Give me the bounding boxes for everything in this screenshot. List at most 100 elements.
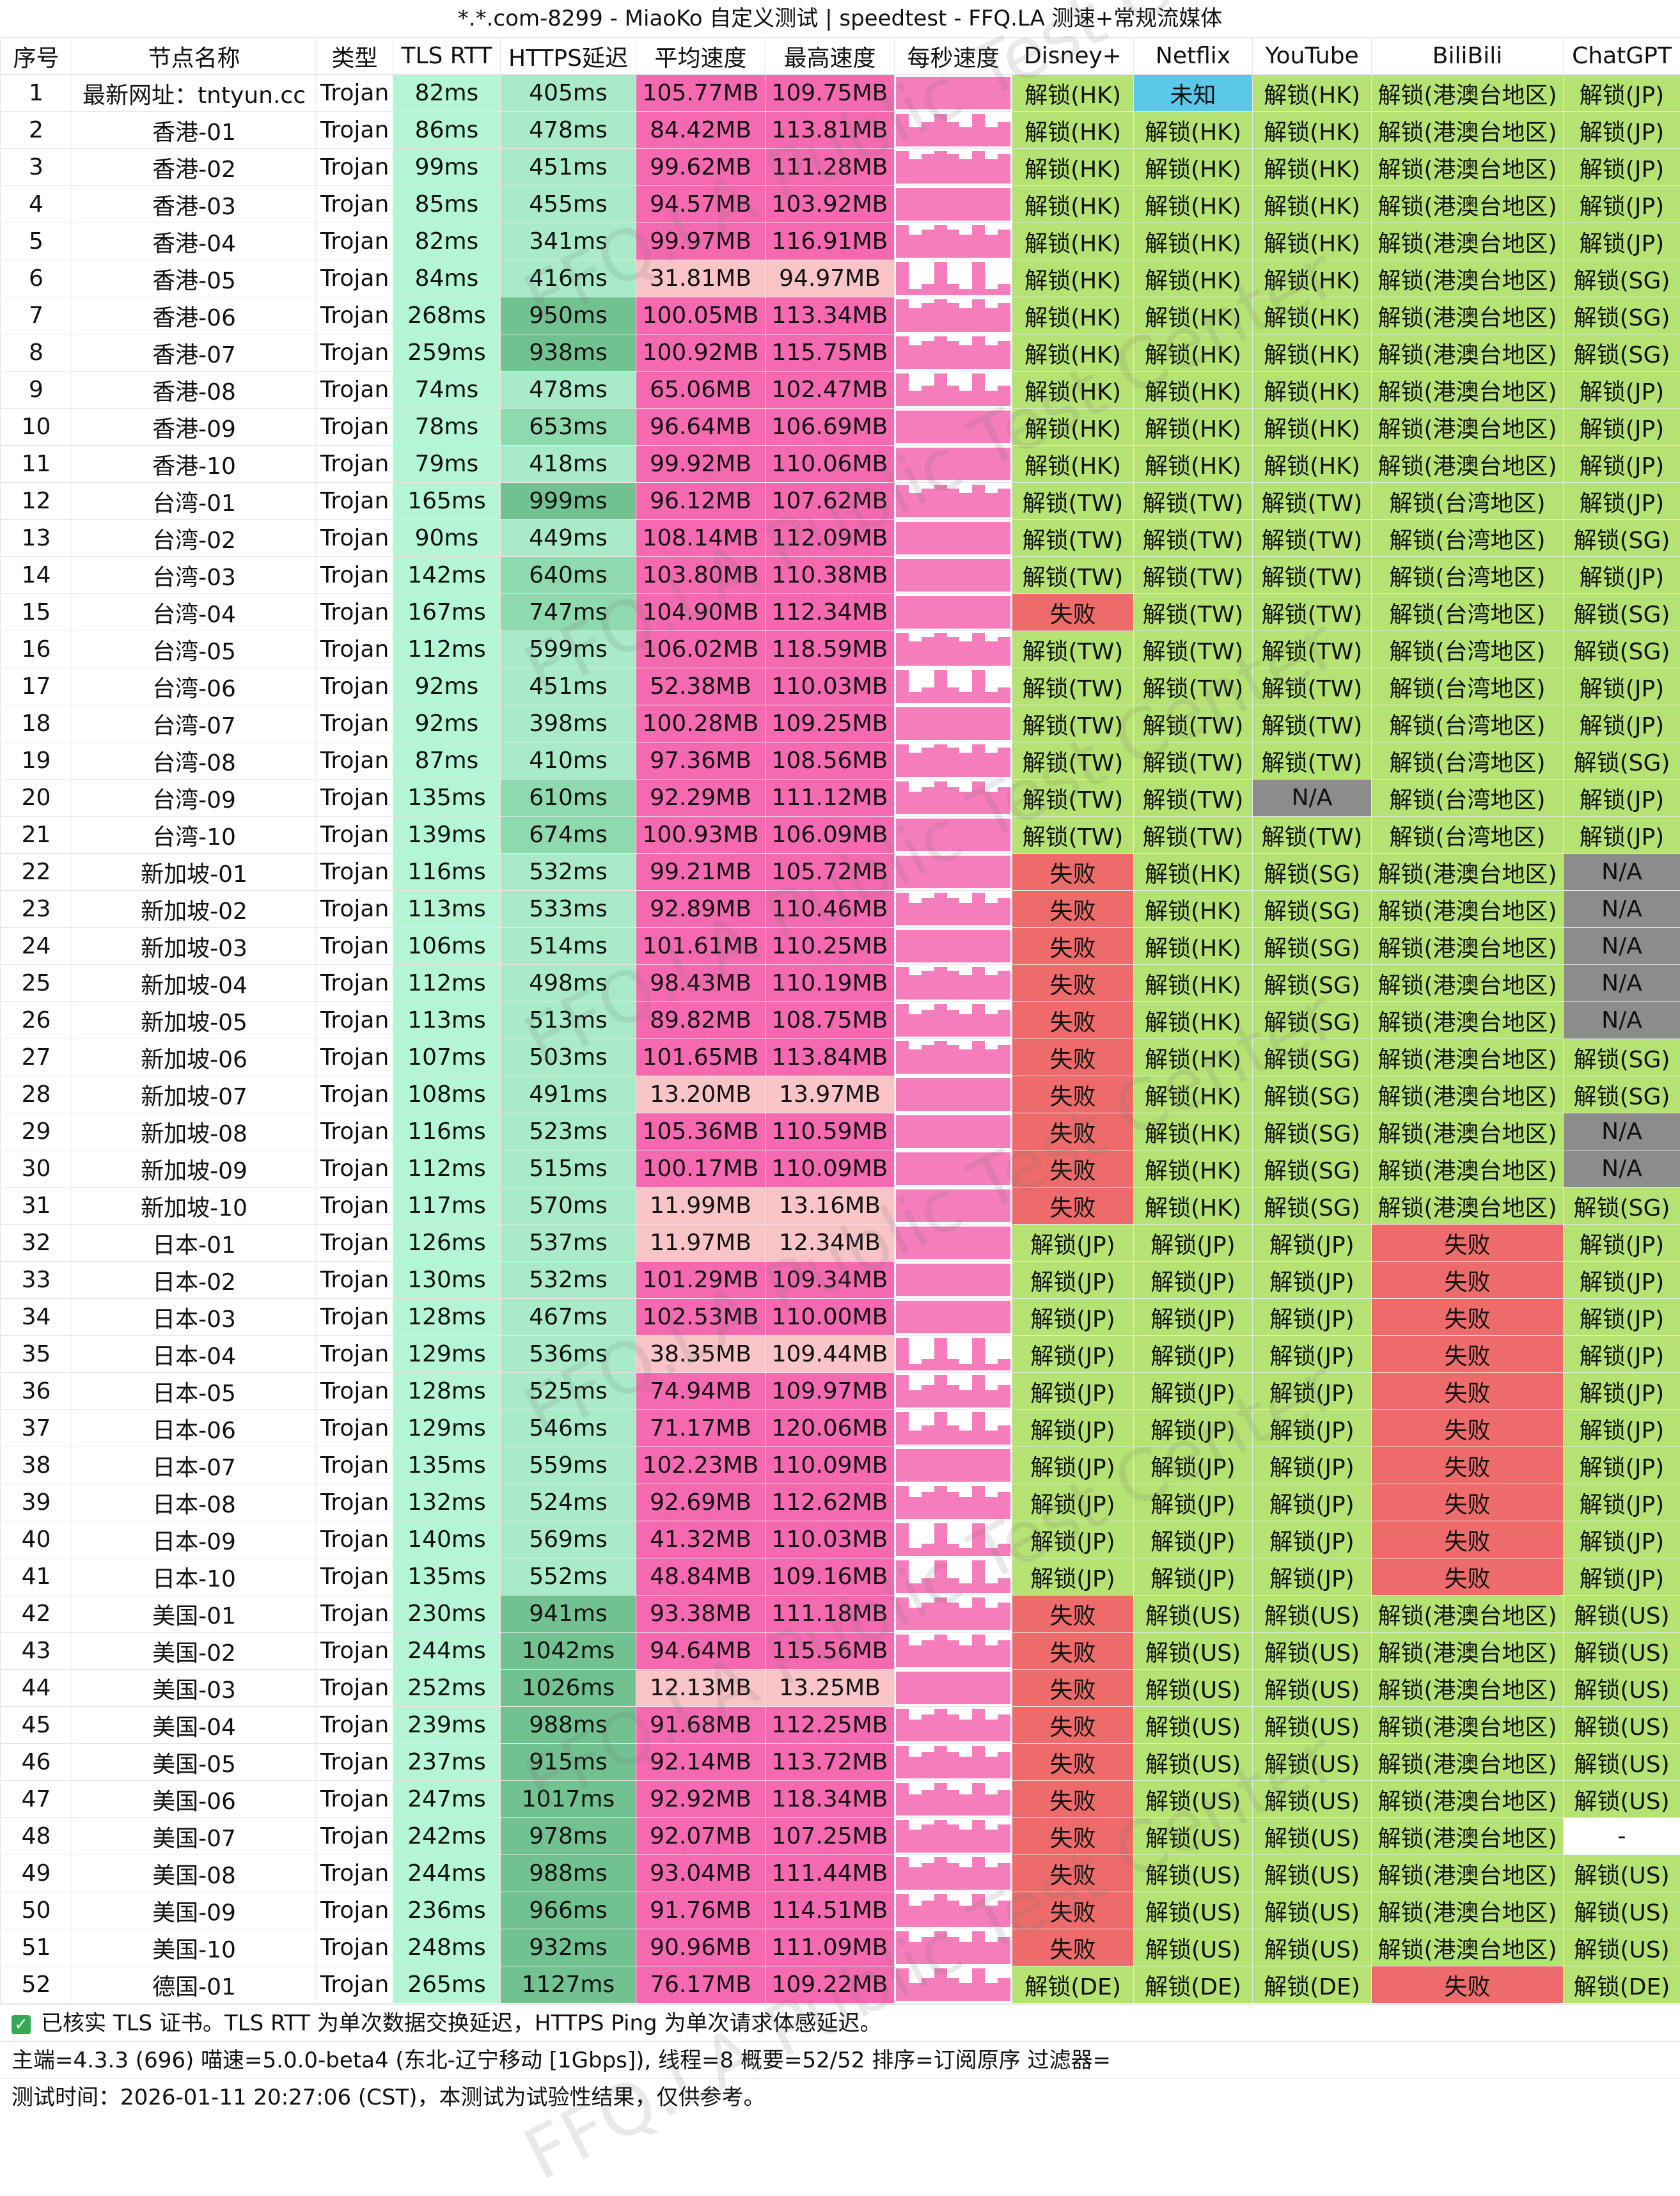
speed-sparkline-bar <box>972 1709 985 1741</box>
cell-https-latency: 478ms <box>501 112 636 149</box>
cell-youtube: 解锁(US) <box>1253 1781 1372 1818</box>
header-disney[interactable]: Disney+ <box>1012 38 1134 75</box>
cell-disney: 解锁(JP) <box>1012 1521 1134 1558</box>
cell-netflix: 解锁(HK) <box>1134 223 1253 260</box>
cell-disney: 失败 <box>1012 1633 1134 1670</box>
header-youtube[interactable]: YouTube <box>1253 38 1372 75</box>
speed-sparkline-bar <box>985 308 998 332</box>
cell-avg-speed: 65.06MB <box>636 372 765 409</box>
speed-sparkline <box>896 1894 1010 1927</box>
cell-type: Trojan <box>317 1521 393 1558</box>
cell-youtube: 解锁(TW) <box>1253 483 1372 520</box>
speed-sparkline <box>896 1635 1010 1667</box>
cell-tls-rtt: 135ms <box>393 1558 501 1596</box>
header-chatgpt[interactable]: ChatGPT <box>1564 38 1680 75</box>
speed-sparkline-bar <box>998 77 1010 109</box>
speed-sparkline <box>896 1078 1010 1111</box>
cell-avg-speed: 92.69MB <box>636 1484 765 1521</box>
header-netflix[interactable]: Netflix <box>1134 38 1253 75</box>
header-node-name[interactable]: 节点名称 <box>72 38 317 75</box>
speed-sparkline-bar <box>985 159 998 184</box>
speed-sparkline <box>896 559 1010 592</box>
cell-max-speed: 109.44MB <box>765 1336 895 1373</box>
speed-sparkline-bar <box>985 448 998 480</box>
cell-speed-per-second <box>895 520 1012 557</box>
cell-avg-speed: 96.64MB <box>636 409 765 446</box>
cell-youtube: 解锁(JP) <box>1253 1410 1372 1447</box>
cell-speed-per-second <box>895 112 1012 149</box>
speed-sparkline-bar <box>972 707 985 740</box>
cell-disney: 失败 <box>1012 1855 1134 1892</box>
speed-sparkline-bar <box>985 692 998 703</box>
cell-netflix: 解锁(HK) <box>1134 297 1253 334</box>
speed-sparkline-bar <box>922 1189 934 1222</box>
cell-bilibili: 解锁(港澳台地区) <box>1372 186 1564 223</box>
speed-sparkline-bar <box>922 1978 934 2001</box>
cell-netflix: 解锁(HK) <box>1134 1188 1253 1225</box>
cell-speed-per-second <box>895 1113 1012 1150</box>
cell-tls-rtt: 165ms <box>393 483 501 520</box>
speed-sparkline-bar <box>909 1757 922 1778</box>
speed-sparkline-bar <box>922 1078 934 1111</box>
cell-youtube: 解锁(TW) <box>1253 705 1372 742</box>
speed-sparkline-bar <box>947 1790 960 1816</box>
cell-max-speed: 107.62MB <box>765 483 895 520</box>
cell-youtube: 解锁(JP) <box>1253 1225 1372 1262</box>
header-tls-rtt[interactable]: TLS RTT <box>393 38 501 75</box>
header-avg-speed[interactable]: 平均速度 <box>636 38 765 75</box>
speed-sparkline-bar <box>922 1425 934 1445</box>
cell-https-latency: 1017ms <box>501 1781 636 1818</box>
cell-youtube: 解锁(SG) <box>1253 854 1372 891</box>
cell-node-name: 日本-10 <box>72 1558 317 1596</box>
header-https-latency[interactable]: HTTPS延迟 <box>501 38 636 75</box>
speed-sparkline-bar <box>959 641 972 666</box>
cell-avg-speed: 99.21MB <box>636 854 765 891</box>
speed-sparkline-bar <box>947 489 960 517</box>
speed-sparkline-bar <box>985 1014 998 1037</box>
speed-sparkline-bar <box>934 967 947 1000</box>
cell-speed-per-second <box>895 817 1012 854</box>
speed-sparkline-bar <box>972 744 985 777</box>
cell-type: Trojan <box>317 334 393 372</box>
cell-chatgpt: 解锁(SG) <box>1564 1076 1680 1113</box>
header-type[interactable]: 类型 <box>317 38 393 75</box>
cell-index: 45 <box>1 1707 72 1744</box>
cell-netflix: 解锁(JP) <box>1134 1447 1253 1484</box>
cell-max-speed: 109.22MB <box>765 1966 895 2004</box>
speed-sparkline-bar <box>998 1937 1010 1964</box>
cell-netflix: 解锁(HK) <box>1134 1076 1253 1113</box>
cell-chatgpt: 解锁(US) <box>1564 1744 1680 1781</box>
cell-chatgpt: 解锁(JP) <box>1564 75 1680 112</box>
cell-bilibili: 解锁(港澳台地区) <box>1372 297 1564 334</box>
speed-sparkline-bar <box>934 299 947 332</box>
cell-node-name: 台湾-07 <box>72 705 317 742</box>
cell-max-speed: 106.69MB <box>765 409 895 446</box>
speed-sparkline-bar <box>972 819 985 851</box>
cell-avg-speed: 93.38MB <box>636 1596 765 1633</box>
cell-tls-rtt: 112ms <box>393 631 501 668</box>
header-index[interactable]: 序号 <box>1 38 72 75</box>
header-max-speed[interactable]: 最高速度 <box>765 38 895 75</box>
cell-index: 30 <box>1 1150 72 1188</box>
cell-chatgpt: 解锁(JP) <box>1564 557 1680 594</box>
speed-sparkline-bar <box>985 1431 998 1445</box>
header-speed-per-second[interactable]: 每秒速度 <box>895 38 1012 75</box>
speed-sparkline-bar <box>998 1301 1010 1333</box>
cell-type: Trojan <box>317 1225 393 1262</box>
cell-youtube: 解锁(HK) <box>1253 260 1372 297</box>
speed-sparkline-bar <box>947 1492 960 1519</box>
header-bilibili[interactable]: BiliBili <box>1372 38 1564 75</box>
cell-https-latency: 398ms <box>501 705 636 742</box>
speed-sparkline-bar <box>909 930 922 962</box>
speed-sparkline-bar <box>985 819 998 851</box>
cell-index: 40 <box>1 1521 72 1558</box>
cell-avg-speed: 99.92MB <box>636 446 765 483</box>
cell-disney: 解锁(TW) <box>1012 780 1134 817</box>
cell-youtube: 解锁(TW) <box>1253 520 1372 557</box>
speed-sparkline-bar <box>896 1449 909 1482</box>
